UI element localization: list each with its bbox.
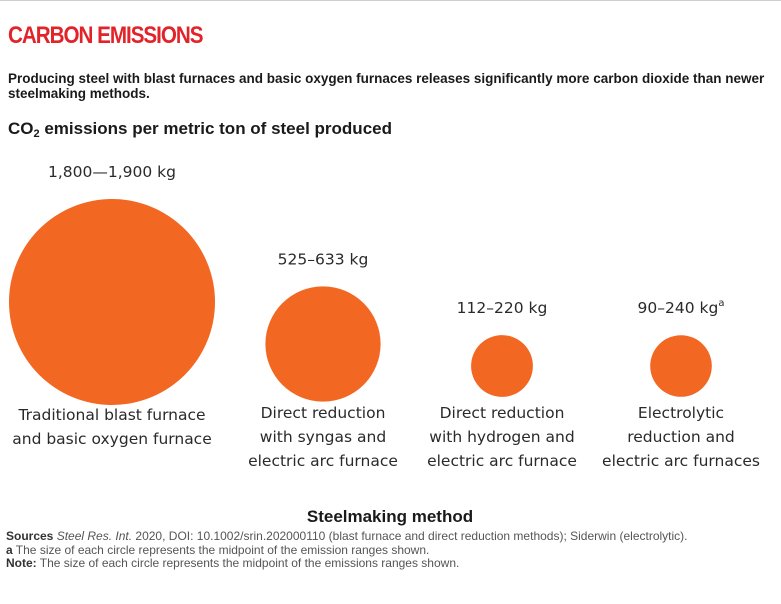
chart-title-prefix: CO — [8, 119, 34, 138]
footnote-marker: a — [6, 542, 13, 557]
value-label-4: 90–240 kga — [638, 298, 725, 317]
chart-title: CO2 emissions per metric ton of steel pr… — [8, 119, 392, 140]
value-label-1: 1,800—1,900 kg — [48, 163, 176, 181]
chart-marks: 1,800—1,900 kg Traditional blast furnace a… — [9, 163, 760, 470]
chart-title-subscript: 2 — [33, 128, 40, 140]
method-label-3: Direct reduction with hydrogen and electri… — [427, 404, 577, 470]
footnote-a: a The size of each circle represents the… — [6, 542, 776, 558]
bubble-1 — [9, 199, 215, 405]
value-label-2: 525–633 kg — [278, 250, 369, 268]
note-text: The size of each circle represents the m… — [36, 556, 460, 570]
top-divider — [0, 0, 781, 1]
value-label-3: 112–220 kg — [457, 299, 548, 317]
method-label-2: Direct reduction with syngas and electric … — [248, 404, 398, 470]
method-label-1: Traditional blast furnace and basic oxyge… — [12, 406, 212, 448]
bubble-3 — [471, 335, 533, 397]
section-title: CARBON EMISSIONS — [8, 22, 204, 49]
footnote-text: The size of each circle represents the m… — [12, 542, 430, 557]
x-axis-title: Steelmaking method — [307, 507, 473, 526]
chart-title-suffix: emissions per metric ton of steel produc… — [39, 119, 392, 138]
sources-journal: Steel Res. Int. — [56, 529, 133, 543]
bubble-2 — [265, 286, 381, 402]
method-label-4: Electrolytic reduction and electric arc fu… — [602, 404, 760, 470]
sources-text: 2020, DOI: 10.1002/srin.202000110 (blast… — [132, 529, 688, 543]
bubble-4 — [650, 335, 712, 397]
sources-label: Sources — [6, 529, 54, 543]
note-line: Note: The size of each circle represents… — [6, 556, 776, 571]
sources-line: Sources Steel Res. Int. 2020, DOI: 10.10… — [6, 529, 776, 544]
note-label: Note: — [6, 556, 37, 570]
source-notes: Sources Steel Res. Int. 2020, DOI: 10.10… — [6, 529, 776, 571]
emissions-bubble-chart: 1,800—1,900 kg Traditional blast furnace a… — [9, 163, 760, 526]
lede-text: Producing steel with blast furnaces and … — [8, 71, 765, 101]
